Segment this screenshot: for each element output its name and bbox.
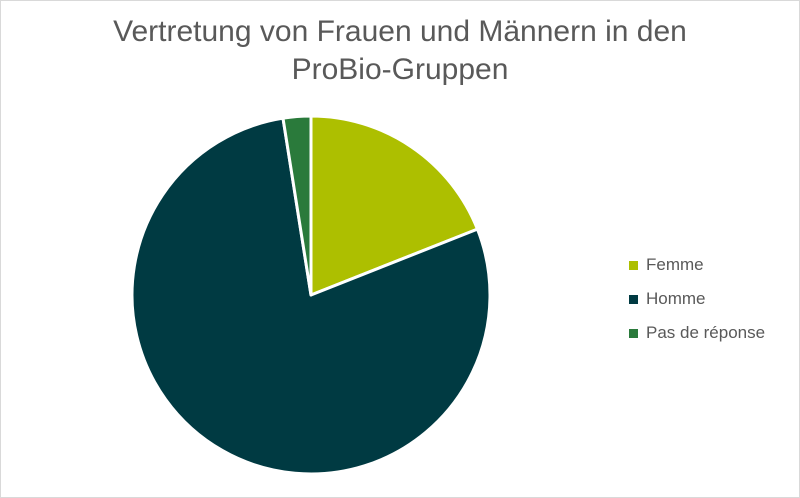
legend: Femme Homme Pas de réponse <box>629 248 765 350</box>
legend-swatch-pas-de-reponse <box>629 328 638 338</box>
legend-item-homme: Homme <box>629 282 765 316</box>
legend-item-pas-de-reponse: Pas de réponse <box>629 316 765 350</box>
chart-title-line-2: ProBio-Gruppen <box>291 53 509 86</box>
pie-slice-pas-de-reponse <box>281 114 313 297</box>
chart-title: Vertretung von Frauen und Männern in den… <box>1 13 799 89</box>
chart-title-line-1: Vertretung von Frauen und Männern in den <box>113 15 687 48</box>
legend-swatch-femme <box>629 260 638 270</box>
pie-chart <box>130 114 492 476</box>
legend-label-femme: Femme <box>646 255 704 274</box>
legend-item-femme: Femme <box>629 248 765 282</box>
legend-label-pas-de-reponse: Pas de réponse <box>646 323 766 342</box>
legend-swatch-homme <box>629 294 638 304</box>
legend-label-homme: Homme <box>646 289 706 308</box>
pie-slice-femme <box>309 114 479 297</box>
